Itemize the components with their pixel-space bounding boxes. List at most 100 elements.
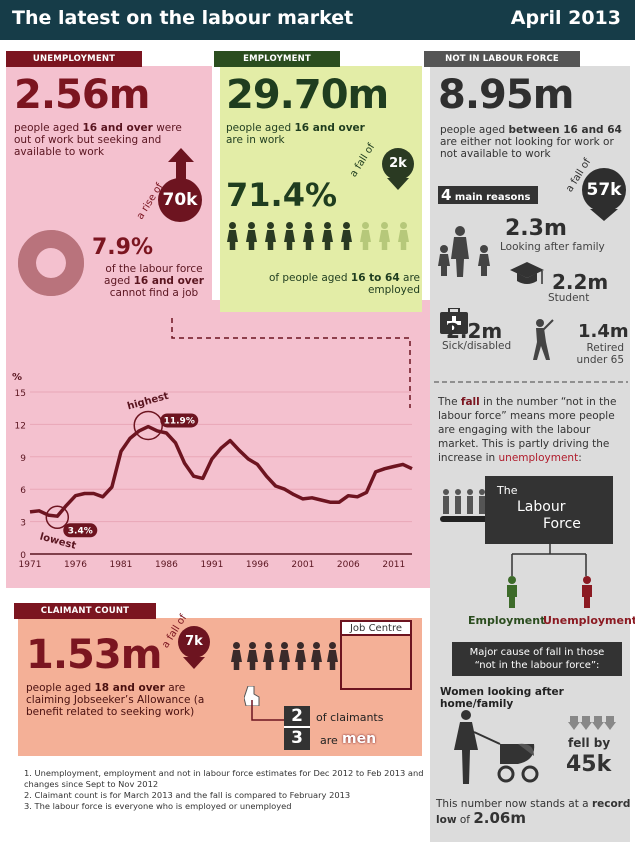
claimant-person-icon (294, 642, 306, 670)
lowest-value: 3.4% (68, 526, 93, 536)
employment-change-badge: 2k (382, 148, 414, 180)
footnotes: 1. Unemployment, employment and not in l… (24, 768, 424, 812)
fraction-label: of claimants (316, 711, 384, 724)
employment-person-icon (283, 222, 295, 250)
claimant-person-icon (262, 642, 274, 670)
employment-tag: EMPLOYMENT (214, 51, 340, 67)
employment-rate: 71.4% (226, 176, 338, 214)
reason-sick-label: Sick/disabled (442, 340, 512, 352)
footnote-3: 3. The labour force is everyone who is e… (24, 801, 292, 811)
down-arrow-icon (590, 209, 618, 221)
unemployment-rate-donut (18, 230, 84, 296)
unemployment-desc: people aged 16 and over were out of work… (14, 122, 182, 158)
x-tick-label: 1971 (19, 560, 42, 570)
employment-person-icon (264, 222, 276, 250)
reason-student-label: Student (548, 292, 590, 304)
claimant-person-icon (278, 642, 290, 670)
fraction-box: 2 3 (284, 706, 310, 750)
lowest-value-bg (63, 523, 98, 538)
highest-value: 11.9% (164, 416, 195, 426)
conveyor-people-icon (440, 489, 488, 522)
x-tick-label: 2001 (291, 560, 314, 570)
labour-force-box: The Labour Force (485, 476, 613, 544)
unemployed-person-icon (582, 576, 592, 608)
employment-label: Employment (468, 614, 546, 627)
employment-person-icon (397, 222, 409, 250)
x-tick-label: 1981 (109, 560, 132, 570)
unemployment-change-badge: 70k (158, 178, 202, 222)
x-tick-label: 1986 (155, 560, 178, 570)
employment-panel (220, 66, 422, 312)
reason-family-value: 2.3m (505, 216, 567, 241)
reason-sick-value: 2.2m (446, 319, 503, 343)
nilf-note: The fall in the number “not in the labou… (438, 396, 617, 464)
nilf-desc: people aged between 16 and 64 are either… (440, 124, 622, 160)
footnote-1: 1. Unemployment, employment and not in l… (24, 768, 424, 789)
y-tick-label: 3 (20, 519, 26, 529)
family-icon (438, 226, 490, 277)
graduation-cap-icon (510, 262, 544, 284)
not-in-labour-force-tag: NOT IN LABOUR FORCE (424, 51, 580, 67)
page-title: The latest on the labour market (12, 7, 354, 29)
nilf-value: 8.95m (438, 72, 574, 118)
header-bar: The latest on the labour market April 20… (0, 0, 635, 40)
employment-rate-desc: of people aged 16 to 64 are employed (268, 272, 420, 296)
unemployment-rate-desc: of the labour force aged 16 and over can… (104, 263, 204, 299)
employment-person-icon (340, 222, 352, 250)
y-tick-label: 6 (20, 486, 26, 496)
up-arrow-icon (168, 148, 194, 184)
employment-people-row (226, 222, 420, 252)
highest-label: highest (126, 391, 170, 413)
down-arrow-icon (387, 178, 409, 190)
reason-retired-label: Retired under 65 (576, 342, 624, 366)
unemployment-label: Unemployment (543, 614, 635, 627)
reason-student-value: 2.2m (552, 270, 609, 294)
highest-value-bg (160, 413, 199, 428)
fraction-numerator: 2 (284, 706, 310, 728)
employment-person-icon (321, 222, 333, 250)
claimant-person-icon (230, 642, 242, 670)
divider (434, 381, 628, 383)
fraction-denominator: 3 (291, 728, 303, 748)
woman-with-pram-icon (454, 710, 539, 784)
series-line (29, 424, 413, 518)
claimant-change-badge: 7k (178, 626, 210, 658)
dashed-connector (171, 318, 411, 408)
claimant-value: 1.53m (26, 632, 162, 678)
employment-person-icon (359, 222, 371, 250)
claimant-tag: CLAIMANT COUNT (14, 603, 156, 619)
job-centre-building: Job Centre (340, 620, 412, 690)
claimant-person-icon (246, 642, 258, 670)
highest-marker (133, 410, 163, 441)
x-tick-label: 2011 (382, 560, 405, 570)
y-tick-label: 9 (20, 454, 26, 464)
unemployment-rate: 7.9% (92, 235, 154, 260)
nilf-change-badge: 57k (582, 168, 626, 212)
fraction-men: men (342, 731, 377, 747)
unemployment-value: 2.56m (14, 72, 150, 118)
labour-force-split-lines (511, 544, 587, 576)
footnote-2: 2. Claimant count is for March 2013 and … (24, 790, 351, 800)
x-tick-label: 2006 (337, 560, 360, 570)
lowest-marker (45, 505, 70, 530)
y-tick-label: 12 (15, 421, 26, 431)
down-arrows-icon (568, 716, 616, 730)
x-tick-label: 1991 (200, 560, 223, 570)
employment-value: 29.70m (226, 72, 389, 118)
bracket-line (251, 700, 284, 721)
record-low-text: This number now stands at a record low o… (436, 798, 631, 827)
y-tick-label: 15 (15, 389, 26, 399)
claimant-desc: people aged 18 and over are claiming Job… (26, 682, 205, 718)
x-tick-label: 1976 (64, 560, 87, 570)
fraction-are: are (320, 734, 338, 747)
pointing-hand-icon (244, 686, 260, 706)
page-date: April 2013 (510, 7, 621, 29)
employment-person-icon (226, 222, 238, 250)
y-tick-label: 0 (20, 551, 26, 561)
x-tick-label: 1996 (246, 560, 269, 570)
cause-box: Major cause of fall in those “not in the… (452, 642, 622, 676)
golfer-icon (533, 319, 554, 360)
employed-person-icon (507, 576, 517, 608)
unemployment-rate-chart: % 0 3 6 9 12 15 1971 1976 1981 1986 1991 1996 2001 200… (12, 372, 413, 570)
claimant-person-icon (326, 642, 338, 670)
